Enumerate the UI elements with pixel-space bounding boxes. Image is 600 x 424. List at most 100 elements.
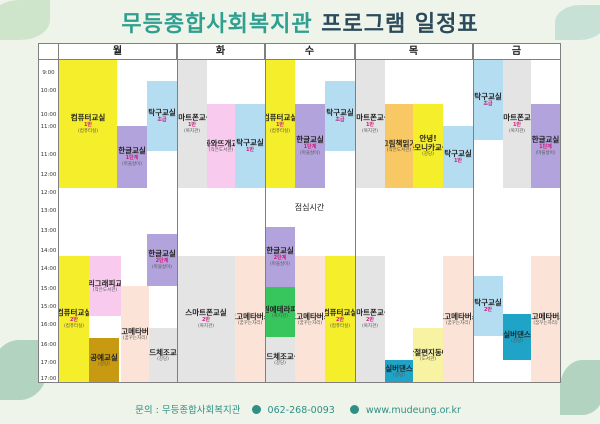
block-place: (꿈꾸는자리): [237, 320, 263, 326]
header-day-tue: 화: [177, 44, 265, 60]
time-label: 11:00: [40, 152, 57, 158]
leaf-decoration: [555, 5, 600, 40]
block-place: (강당): [274, 361, 286, 366]
block-title: 스마트폰교실: [177, 113, 207, 122]
footer-contact: 문의 : 무등종합사회복지관: [135, 405, 241, 416]
block-mon-korean-2: 한글교실 2단계 (마을살이): [147, 234, 177, 286]
block-mon-computer: 컴퓨터교실 1반 (컴퓨터실): [59, 60, 117, 188]
block-title: 습관절편지동아리: [413, 347, 443, 357]
block-title: 탁구교실: [444, 149, 472, 158]
block-place: (꿈꾸는자리): [297, 320, 323, 326]
header-day-thu: 목: [355, 44, 473, 60]
block-fri-silver-dance: 실버댄스 (강당): [503, 314, 531, 360]
block-count: 2반: [365, 317, 375, 323]
footer-phone: 062-268-0093: [267, 405, 335, 416]
block-count: 1반: [187, 122, 197, 128]
block-title: 고고메타버스: [443, 311, 473, 321]
globe-icon: [349, 405, 359, 414]
block-place: (꿈꾸는자리): [445, 320, 471, 326]
time-label: 9:00: [42, 70, 55, 76]
block-count: 1반: [453, 158, 463, 164]
day-divider: [177, 44, 178, 382]
block-place: (복지관): [272, 313, 288, 319]
block-place: (복지관): [198, 324, 214, 329]
block-title: 밴드체조교실: [149, 347, 177, 357]
block-count: 1반: [512, 122, 522, 128]
block-title: 캘리그래피교실: [89, 278, 121, 288]
block-thu-habit: 습관절편지동아리 (도서관): [413, 328, 443, 382]
block-tue-table-tennis: 탁구교실 1반: [235, 104, 265, 188]
block-count: 2반: [201, 317, 211, 323]
block-place: (마을살이): [151, 265, 173, 270]
time-label: 17:00: [40, 376, 57, 382]
block-wed-korean: 한글교실 1단계 (마을살이): [295, 104, 325, 188]
block-place: (꿈꾸는자리): [533, 320, 558, 326]
time-label: 10:00: [40, 88, 57, 94]
block-title: 고고메타버스: [121, 326, 149, 336]
block-count: 2반: [69, 317, 79, 323]
block-place: (컴퓨터실): [63, 324, 85, 329]
block-place: (복지관): [362, 324, 378, 329]
time-label: 14:00: [40, 248, 57, 254]
footer-web-wrap[interactable]: www.mudeung.or.kr: [349, 405, 465, 416]
block-count: 1단계: [125, 155, 139, 161]
block-title: 스마트폰교실: [185, 308, 227, 317]
leaf-decoration: [560, 360, 600, 415]
block-place: (도서관): [420, 356, 436, 362]
block-title: 스마트폰교실: [355, 308, 385, 317]
block-title: 탁구교실: [474, 298, 502, 307]
block-place: (마을살이): [299, 151, 321, 156]
block-title: 한글교실: [266, 246, 294, 255]
time-label: 16:00: [40, 322, 57, 328]
block-count: 1단계: [303, 144, 317, 150]
block-place: (강당): [157, 356, 169, 362]
time-label: 13:00: [40, 208, 57, 214]
time-label: 10:00: [40, 112, 57, 118]
phone-icon: [251, 405, 261, 414]
block-place: (컴퓨터실): [269, 129, 291, 134]
time-label: 12:00: [40, 190, 57, 196]
leaf-decoration: [0, 0, 50, 40]
block-place: (복지관): [509, 129, 525, 134]
block-thu-smartphone: 스마트폰교실 1반 (복지관): [355, 60, 385, 188]
block-mon-computer-2: 컴퓨터교실 2반 (컴퓨터실): [59, 256, 89, 382]
footer-web[interactable]: www.mudeung.or.kr: [365, 405, 461, 416]
block-count: 2단계: [155, 258, 169, 264]
block-thu-harmonica: 안녕!하모니카교실 (강당): [413, 104, 443, 188]
header-day-wed: 수: [265, 44, 355, 60]
footer-phone-wrap: 062-268-0093: [251, 405, 339, 416]
block-title: 그림책읽기: [385, 138, 413, 148]
block-title: 실버댄스: [385, 363, 413, 373]
block-place: (작은도서관): [208, 147, 234, 153]
block-title: 탁구교실: [236, 138, 264, 147]
header-day-fri: 금: [473, 44, 560, 60]
block-count: 2반: [483, 307, 493, 313]
block-tue-smartphone: 스마트폰교실 1반 (복지관): [177, 60, 207, 188]
block-tue-smartphone-2: 스마트폰교실 2반 (복지관): [177, 256, 235, 382]
block-count: 초급: [335, 117, 345, 123]
time-label: 14:00: [40, 266, 57, 272]
block-title: 공예교실: [90, 352, 118, 362]
block-mon-korean: 한글교실 1단계 (마을살이): [117, 126, 147, 188]
block-place: (컴퓨터실): [77, 129, 99, 134]
block-wed-computer: 컴퓨터교실 1반 (컴퓨터실): [265, 60, 295, 188]
lunch-row: 점심시간: [59, 188, 560, 227]
block-title: 탁구교실: [148, 108, 176, 117]
day-divider: [265, 44, 266, 382]
block-mon-metaverse: 고고메타버스 (꿈꾸는자리): [121, 286, 149, 382]
block-count: 1반: [275, 122, 285, 128]
block-title: 탁구교실: [474, 92, 502, 101]
block-count: 1단계: [539, 144, 552, 150]
block-title: 컴퓨터교실: [70, 113, 106, 122]
block-mon-calligraphy: 캘리그래피교실 (작은도서관): [89, 256, 121, 316]
block-place: (마을살이): [269, 262, 291, 267]
block-count: 1반: [245, 147, 255, 153]
block-place: (복지관): [184, 129, 200, 134]
block-mon-table-tennis: 탁구교실 초급: [147, 81, 177, 151]
block-place: (작은도서관): [386, 147, 412, 153]
block-thu-smartphone-2: 스마트폰교실 2반 (복지관): [355, 256, 385, 382]
block-title: 컴퓨터교실: [265, 113, 295, 122]
title-schedule: 프로그램 일정표: [321, 12, 479, 37]
block-title: 스마트폰교실: [355, 113, 385, 122]
header-day-mon: 월: [59, 44, 177, 60]
